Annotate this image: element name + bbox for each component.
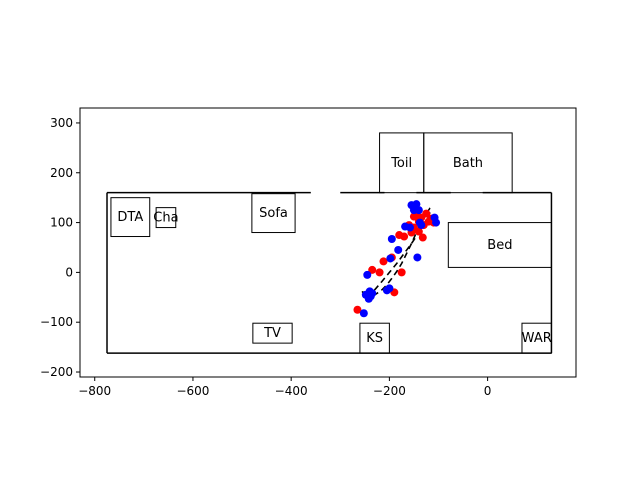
y-tick-label: 200 — [50, 166, 73, 180]
room-sofa-box — [251, 193, 296, 234]
trajectory-ellipse — [361, 207, 433, 300]
axes-frame — [79, 107, 577, 378]
y-axis: −200 −100 0 100 200 300 — [40, 116, 80, 379]
room-dta-box — [110, 197, 151, 238]
x-tick-label: −200 — [373, 384, 406, 398]
room-war-box — [521, 322, 552, 354]
x-tick-label: −400 — [275, 384, 308, 398]
room-tv-box — [252, 322, 293, 344]
red-point — [353, 305, 362, 314]
room-dta-label: DTA — [117, 210, 143, 225]
x-tick-label: −600 — [176, 384, 209, 398]
blue-point — [413, 253, 422, 262]
blue-point — [417, 221, 426, 230]
red-point — [379, 257, 388, 266]
room-tv-label: TV — [263, 326, 281, 341]
blue-point — [394, 245, 403, 254]
blue-point — [432, 218, 441, 227]
room-war-label: WAR — [522, 331, 552, 346]
room-bath-box — [423, 132, 513, 194]
room-bath-label: Bath — [453, 156, 483, 171]
blue-point — [412, 200, 421, 209]
blue-point — [359, 309, 368, 318]
red-point — [422, 209, 431, 218]
room-bed-label: Bed — [487, 238, 512, 253]
y-tick-label: 0 — [65, 265, 73, 279]
blue-point — [406, 223, 415, 232]
blue-point — [368, 289, 377, 298]
room-cha-box — [155, 207, 177, 229]
blue-point — [414, 206, 423, 215]
y-tick-label: −200 — [40, 365, 73, 379]
blue-point — [363, 270, 372, 279]
red-point — [375, 268, 384, 277]
red-point — [368, 265, 377, 274]
plot-area: DTA Cha Sofa TV KS Toil Bath Bed WAR — [106, 132, 553, 354]
room-bed-box — [447, 222, 552, 268]
room-sofa-label: Sofa — [259, 206, 288, 221]
blue-point — [385, 284, 394, 293]
red-point — [400, 232, 409, 241]
red-point — [418, 233, 427, 242]
room-toil-label: Toil — [390, 156, 412, 171]
x-tick-label: −800 — [78, 384, 111, 398]
y-tick-label: −100 — [40, 315, 73, 329]
y-tick-label: 300 — [50, 116, 73, 130]
y-tick-label: 100 — [50, 216, 73, 230]
blue-point — [387, 235, 396, 244]
x-axis: −800 −600 −400 −200 0 — [78, 377, 491, 398]
x-tick-label: 0 — [484, 384, 492, 398]
blue-point — [386, 254, 395, 263]
room-ks-box — [359, 322, 390, 354]
room-ks-label: KS — [366, 331, 383, 346]
red-point — [397, 268, 406, 277]
room-cha-label: Cha — [153, 211, 178, 226]
